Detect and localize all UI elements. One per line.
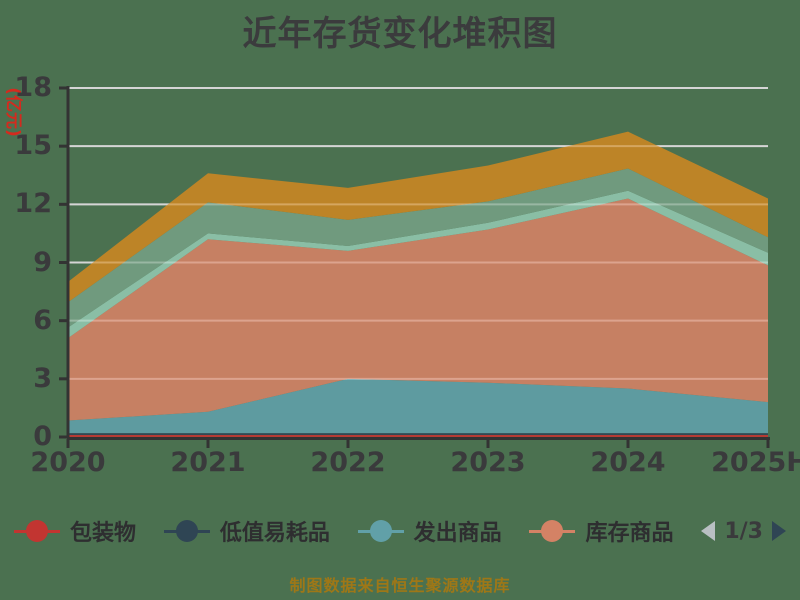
data-source-note: 制图数据来自恒生聚源数据库: [289, 576, 511, 595]
area-series-3-发出商品: [68, 378, 768, 434]
legend-page-indicator: 1/3: [724, 518, 763, 544]
y-tick-label-15: 15: [14, 130, 52, 162]
y-tick-label-9: 9: [33, 246, 52, 278]
stacked-area-plot: [59, 86, 770, 448]
legend-prev-page-arrow-icon[interactable]: [701, 521, 716, 541]
legend-item-label: 库存商品: [585, 521, 674, 546]
legend-item-包装物[interactable]: 包装物: [14, 515, 136, 547]
legend-item-发出商品[interactable]: 发出商品: [357, 515, 502, 547]
legend-item-库存商品[interactable]: 库存商品: [529, 515, 674, 547]
chart-title: 近年存货变化堆积图: [242, 14, 558, 54]
legend: 包装物 低值易耗品 发出商品 库存商品 1/3: [14, 514, 786, 548]
y-tick-label-12: 12: [14, 188, 52, 220]
legend-item-label: 包装物: [70, 521, 137, 546]
y-tick-label-18: 18: [14, 72, 52, 103]
legend-item-label: 发出商品: [413, 521, 502, 546]
area-series-2-低值易耗品: [68, 433, 768, 436]
x-tick-label-2025H: 2025H: [711, 447, 800, 478]
y-tick-label-0: 0: [33, 421, 52, 452]
y-tick-label-6: 6: [33, 304, 52, 336]
x-tick-label-2023: 2023: [450, 447, 526, 478]
legend-item-低值易耗品[interactable]: 低值易耗品: [163, 515, 330, 547]
legend-item-label: 低值易耗品: [219, 521, 330, 546]
legend-pager: 1/3: [701, 519, 786, 544]
legend-marker-icon: [14, 519, 60, 543]
legend-marker-icon: [529, 519, 576, 543]
area-series-1-包装物: [68, 435, 768, 437]
legend-marker-icon: [357, 519, 404, 543]
x-tick-label-2021: 2021: [170, 447, 246, 478]
x-tick-label-2024: 2024: [590, 447, 666, 478]
y-tick-label-3: 3: [33, 362, 52, 394]
x-tick-label-2022: 2022: [310, 447, 386, 478]
legend-next-page-arrow-icon[interactable]: [771, 521, 786, 541]
area-series-7: [68, 131, 768, 303]
area-series-4-库存商品: [68, 198, 768, 421]
area-series-6: [68, 168, 768, 328]
x-tick-label-2020: 2020: [30, 447, 106, 478]
legend-marker-icon: [163, 519, 210, 543]
